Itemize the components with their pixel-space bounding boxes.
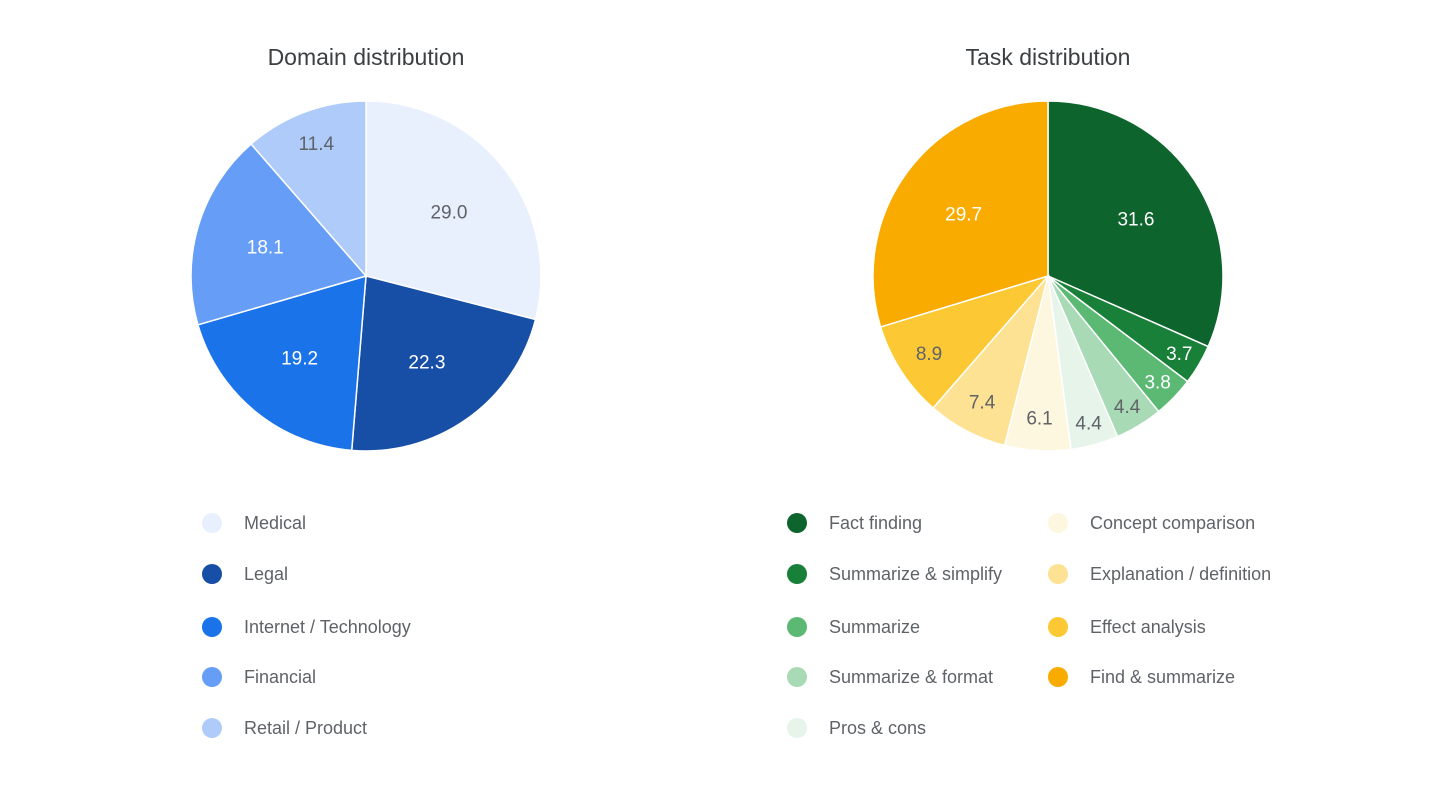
legend-swatch-icon [202,718,222,738]
slice-data-label: 18.1 [247,237,284,258]
legend-swatch-icon [1048,617,1068,637]
domain-pie: 29.0 22.3 19.2 18.1 11.4 [190,100,542,452]
pie-slice-financial [190,142,368,326]
slice-data-label: 22.3 [408,353,445,374]
legend-label: Explanation / definition [1090,563,1272,584]
legend-label: Retail / Product [244,717,368,738]
legend-label: Legal [244,563,289,584]
legend-swatch-icon [787,564,807,584]
legend-item: Legal [202,562,288,586]
legend-item: Retail / Product [202,716,367,740]
legend-label: Medical [244,512,307,533]
legend-label: Find & summarize [1090,666,1236,687]
legend-label: Summarize & simplify [829,563,1003,584]
slice-data-label: 4.4 [1114,397,1141,418]
legend-swatch-icon [787,667,807,687]
legend-swatch-icon [1048,513,1068,533]
slice-data-label: 29.0 [430,203,467,224]
pie-slice-medical [365,100,542,321]
slice-data-label: 4.4 [1075,414,1102,435]
legend-label: Fact finding [829,512,923,533]
legend-item: Concept comparison [1048,511,1255,535]
slice-data-label: 29.7 [945,204,982,225]
pie-slice-effect-analysis [879,274,1051,410]
slice-data-label: 11.4 [299,134,335,155]
legend-item: Summarize [787,615,920,639]
legend-swatch-icon [202,667,222,687]
legend-item: Summarize & simplify [787,562,1002,586]
legend-item: Fact finding [787,511,922,535]
legend-swatch-icon [787,513,807,533]
legend-label: Concept comparison [1090,512,1256,533]
legend-item: Internet / Technology [202,615,411,639]
pie-slice-retail-product [250,100,367,279]
legend-swatch-icon [787,617,807,637]
pie-slice-internet-technology [197,274,367,452]
pie-slice-find-summarize [872,100,1049,328]
legend-item: Find & summarize [1048,665,1235,689]
slice-data-label: 8.9 [916,344,942,365]
legend-item: Explanation / definition [1048,562,1271,586]
slice-data-label: 3.8 [1144,373,1170,394]
legend-swatch-icon [202,513,222,533]
task-chart-title: Task distribution [965,44,1131,70]
slice-data-label: 7.4 [969,392,996,413]
slice-data-label: 6.1 [1026,408,1052,429]
pie-slice-legal [350,275,537,452]
legend-item: Summarize & format [787,665,993,689]
slice-data-label: 3.7 [1166,344,1192,365]
pie-slice-fact-finding [1047,100,1224,348]
legend-label: Summarize [829,616,921,637]
legend-label: Effect analysis [1090,616,1206,637]
legend-item: Effect analysis [1048,615,1206,639]
legend-label: Financial [244,666,317,687]
legend-swatch-icon [787,718,807,738]
legend-swatch-icon [202,564,222,584]
legend-label: Internet / Technology [244,616,411,637]
legend-label: Pros & cons [829,717,927,738]
legend-item: Pros & cons [787,716,926,740]
slice-data-label: 31.6 [1117,210,1154,231]
legend-swatch-icon [202,617,222,637]
task-pie: 31.63.73.84.44.46.17.48.929.7 [872,100,1224,452]
legend-swatch-icon [1048,564,1068,584]
legend-item: Medical [202,511,306,535]
legend-swatch-icon [1048,667,1068,687]
legend-item: Financial [202,665,316,689]
legend-label: Summarize & format [829,666,994,687]
domain-chart-title: Domain distribution [267,44,465,70]
slice-data-label: 19.2 [281,348,318,369]
